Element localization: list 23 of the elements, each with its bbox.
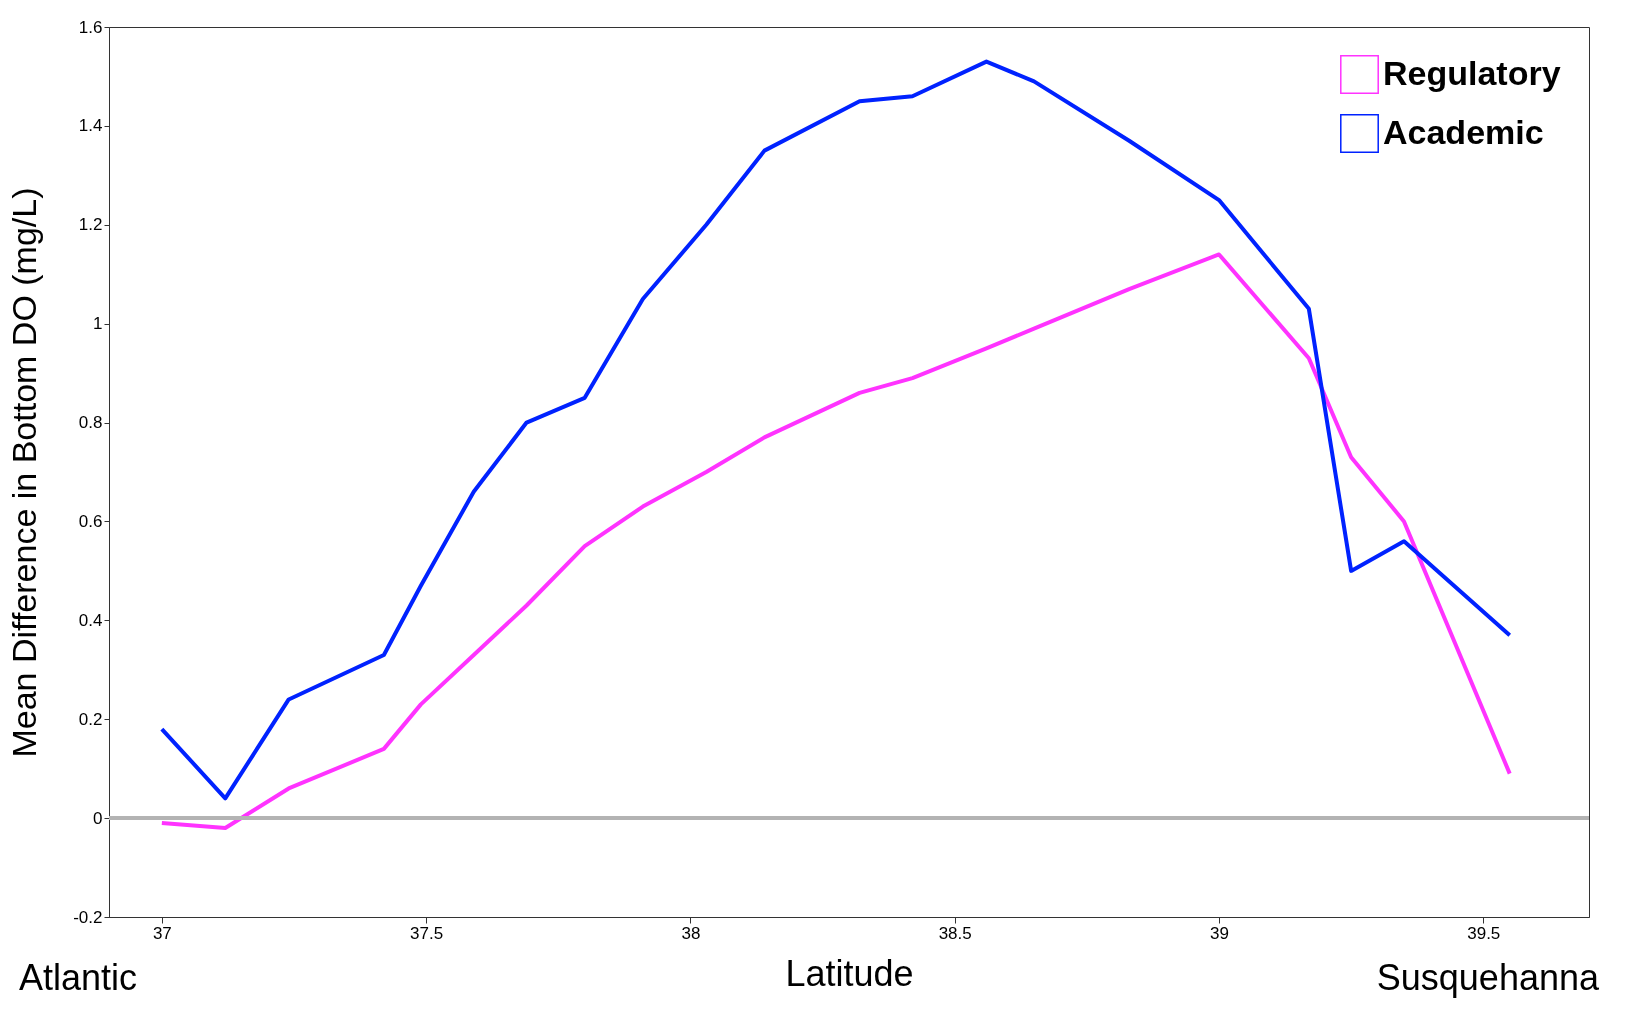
y-tick-label: 0.8 <box>78 413 103 433</box>
text: Atlantic <box>19 957 138 998</box>
x-tick-label: 38 <box>681 923 701 943</box>
y-tick-label: 0.2 <box>78 709 103 729</box>
legend-label: Academic <box>1383 112 1544 151</box>
x-tick-label: 38.5 <box>938 923 972 943</box>
x-tick-label: 39.5 <box>1467 923 1501 943</box>
x-axis-title: Latitude <box>785 952 914 994</box>
y-tick-label: 0.4 <box>78 610 103 630</box>
y-tick-label: 1.4 <box>78 116 103 136</box>
x-tick-label: 37 <box>152 923 172 943</box>
y-tick-label: 1 <box>93 314 103 334</box>
y-tick-label: 0 <box>93 808 103 828</box>
y-tick-label: 0.6 <box>78 511 103 531</box>
y-tick-label: 1.6 <box>78 17 103 37</box>
line-series <box>159 252 1512 830</box>
text: Susquehanna <box>1376 957 1600 998</box>
x-tick-label: 39 <box>1210 923 1229 943</box>
x-tick-label: 37.5 <box>410 923 444 943</box>
y-tick-label: -0.2 <box>73 907 103 927</box>
y-tick-label: 1.2 <box>78 215 103 235</box>
legend-label: Regulatory <box>1383 53 1561 92</box>
y-axis-title: Mean Difference in Bottom DO (mg/L) <box>5 187 44 758</box>
